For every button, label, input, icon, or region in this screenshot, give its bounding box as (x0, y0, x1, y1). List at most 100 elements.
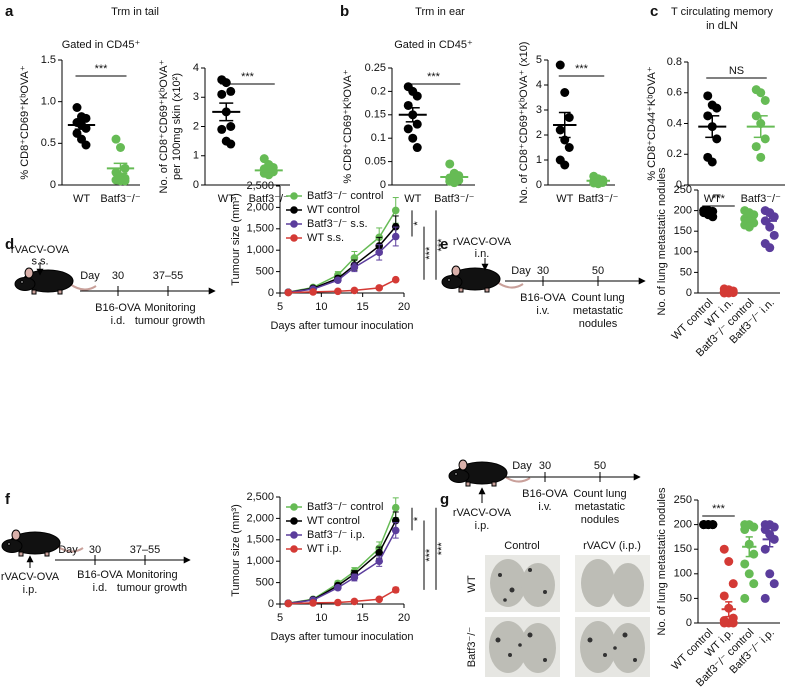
y-tick-label: 100 (674, 246, 692, 258)
data-point (81, 123, 91, 133)
data-point (391, 526, 400, 535)
schematic-label: B16-OVA (95, 302, 141, 314)
schematic-label: i.d. (93, 582, 108, 594)
legend-marker (290, 517, 298, 525)
data-point (756, 88, 766, 98)
significance-label: *** (424, 246, 436, 260)
schematic-label: Day (511, 265, 531, 277)
schematic-label: 30 (112, 270, 124, 282)
data-point (412, 91, 422, 101)
data-point (350, 286, 359, 295)
data-point (555, 125, 565, 135)
schematic-label: Day (512, 460, 532, 472)
schematic-label: 30 (89, 544, 101, 556)
y-tick-label: 500 (256, 266, 274, 278)
y-tick-label: 50 (680, 592, 692, 604)
data-point (72, 103, 82, 112)
lung-photos (485, 555, 650, 677)
x-tick-label: 15 (357, 612, 369, 624)
schematic-label: i.v. (538, 501, 551, 513)
data-point (555, 60, 565, 70)
schematic-shapes (1, 258, 646, 568)
significance-label: NS (729, 65, 744, 77)
schematic-label: i.p. (475, 520, 490, 532)
y-tick-label: 1,000 (246, 244, 274, 256)
data-point (116, 143, 125, 152)
schematic-label: nodules (581, 514, 620, 526)
y-tick-label: 2,500 (246, 180, 274, 192)
y-tick-label: 0 (268, 598, 274, 610)
data-point (375, 557, 384, 565)
series-line (288, 530, 397, 605)
schematic-label: rVACV-OVA (453, 507, 512, 519)
significance-label: * (412, 516, 424, 521)
legend-label: WT s.s. (307, 232, 344, 244)
significance-label: *** (241, 71, 255, 83)
schematic-label: 30 (539, 460, 551, 472)
data-point (226, 122, 236, 131)
x-tick-label: WT (704, 193, 721, 205)
data-point (334, 287, 342, 296)
x-tick-label: 5 (277, 301, 283, 313)
y-tick-label: 0 (686, 617, 692, 629)
y-axis-label: No. of lung metastatic nodules (656, 167, 668, 315)
series-line (288, 235, 397, 294)
data-point (221, 78, 231, 88)
data-point (769, 579, 779, 589)
panel-letter: a (5, 3, 14, 20)
schematic-label: rVACV (i.p.) (583, 540, 641, 552)
y-axis-label: No. of CD8⁺CD69⁺KᵇOVA⁺ (x10) (518, 42, 530, 204)
data-point (334, 583, 342, 592)
schematic-label: 37–55 (130, 544, 161, 556)
data-point (712, 103, 722, 113)
legend-marker (290, 220, 298, 228)
panel-letter: d (5, 236, 14, 253)
data-point (403, 100, 413, 110)
y-tick-label: 200 (674, 519, 692, 531)
significance-label: *** (436, 542, 448, 556)
panel-letter: f (5, 491, 11, 508)
legend-label: WT control (307, 204, 360, 216)
y-tick-label: 150 (674, 543, 692, 555)
data-point (719, 591, 729, 601)
y-axis-label: % CD8⁺CD69⁺KᵇOVA⁺ (342, 69, 354, 183)
schematic-label: WT (466, 575, 478, 592)
data-point (226, 86, 236, 96)
y-tick-label: 0 (268, 287, 274, 299)
legend-label: WT i.p. (307, 543, 342, 555)
schematic-label: Count lung (573, 488, 626, 500)
data-point (375, 248, 384, 257)
y-tick-label: 150 (674, 225, 692, 237)
significance-label: *** (427, 71, 441, 83)
data-point (350, 573, 359, 582)
y-tick-label: 0.2 (371, 85, 386, 97)
y-tick-label: 1,500 (246, 223, 274, 235)
y-axis-label: % CD8⁺CD44⁺KᵇOVA⁺ (646, 66, 658, 180)
y-tick-label: 0.6 (667, 87, 682, 99)
y-tick-label: 3 (193, 91, 199, 103)
legend-marker (290, 545, 298, 553)
y-tick-label: 4 (536, 79, 542, 91)
y-axis-label: Tumour size (mm³) (230, 193, 242, 285)
data-point (412, 143, 422, 153)
legend-label: Batf3⁻/⁻ s.s. (307, 218, 368, 230)
significance-label: *** (712, 193, 726, 205)
y-tick-label: 2 (193, 120, 199, 132)
x-axis-label: Days after tumour inoculation (270, 631, 413, 643)
data-point (560, 88, 570, 97)
data-point (81, 140, 91, 150)
y-tick-label: 5 (536, 54, 542, 66)
subtitle: Gated in CD45⁺ (394, 39, 473, 51)
y-tick-label: 4 (193, 62, 199, 74)
y-tick-label: 0.25 (365, 62, 386, 74)
panel-letter: e (440, 236, 448, 253)
data-point (728, 579, 738, 589)
schematic-label: Day (80, 270, 100, 282)
data-point (334, 598, 342, 607)
x-tick-label: WT (556, 193, 573, 205)
schematic-label: B16-OVA (520, 292, 566, 304)
y-tick-label: 2,000 (246, 201, 274, 213)
schematic-label: 50 (594, 460, 606, 472)
